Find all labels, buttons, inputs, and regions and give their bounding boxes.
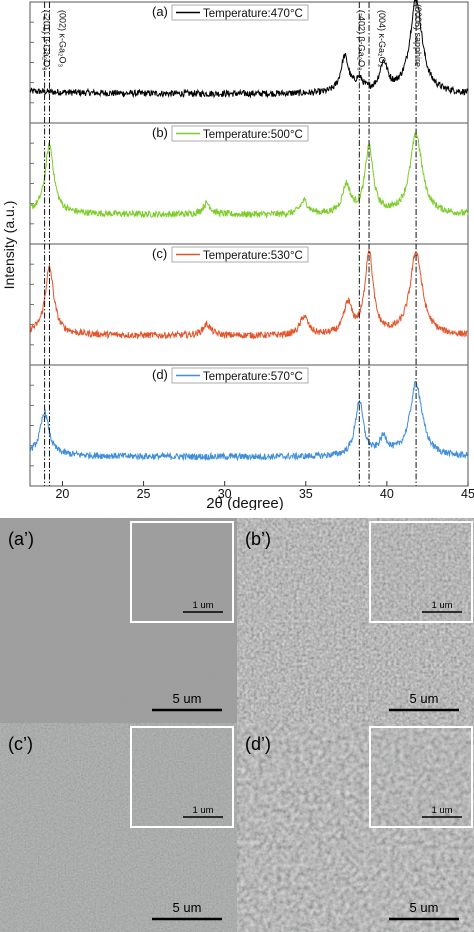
legend-entry: Temperature:500°C bbox=[203, 129, 303, 141]
legend-entry: Temperature:470°C bbox=[203, 8, 303, 20]
sem-inset bbox=[131, 522, 233, 622]
reference-line-label: (0006) sapphire bbox=[413, 4, 423, 67]
panel-tag: (a) bbox=[152, 4, 168, 19]
xrd-chart: (a) Temperature:470°C (b) Temperature:500°C… bbox=[1, 0, 474, 510]
sem-inset-texture bbox=[370, 727, 472, 827]
sem-texture bbox=[0, 518, 237, 723]
sem-panel-tag: (d’) bbox=[245, 734, 271, 754]
sem-texture bbox=[237, 723, 474, 932]
sem-panel: 1 um (c’) 5 um bbox=[0, 723, 237, 932]
xrd-panel: (d) Temperature:570°C bbox=[29, 364, 469, 487]
main-scale-label: 5 um bbox=[410, 900, 439, 915]
series-line bbox=[29, 250, 469, 340]
sem-panel-tag: (a’) bbox=[8, 529, 34, 549]
xrd-panels: (a) Temperature:470°C (b) Temperature:500°C… bbox=[29, 0, 469, 487]
sem-inset-texture bbox=[131, 522, 233, 622]
main-scale-label: 5 um bbox=[173, 691, 202, 706]
legend-box bbox=[171, 367, 309, 384]
sem-inset-border bbox=[130, 521, 234, 623]
x-axis-label: 2θ (degree) bbox=[206, 495, 284, 510]
sem-image bbox=[0, 518, 237, 723]
sem-inset bbox=[370, 522, 472, 622]
x-tick-label: 35 bbox=[299, 487, 313, 501]
main-scale-label: 5 um bbox=[410, 691, 439, 706]
sem-inset bbox=[370, 727, 472, 827]
y-axis-label: Intensity (a.u.) bbox=[1, 201, 17, 290]
x-tick-label: 20 bbox=[55, 487, 69, 501]
panel-tag: (c) bbox=[152, 246, 167, 261]
reference-line-label: (002) κ-Ga₂O₃ bbox=[57, 10, 67, 68]
sem-texture bbox=[0, 723, 237, 932]
series-line bbox=[29, 0, 469, 99]
sem-inset-border bbox=[130, 726, 234, 828]
inset-scale-label: 1 um bbox=[192, 600, 213, 611]
series-line bbox=[29, 132, 469, 219]
main-scale-label: 5 um bbox=[173, 900, 202, 915]
legend-entry: Temperature:530°C bbox=[203, 250, 303, 262]
reference-lines bbox=[44, 2, 417, 486]
panel-tag: (b) bbox=[152, 125, 168, 140]
sem-image bbox=[0, 723, 237, 932]
x-tick-label: 25 bbox=[137, 487, 151, 501]
sem-panel-tag: (c’) bbox=[8, 734, 33, 754]
x-tick-label: 30 bbox=[218, 487, 232, 501]
legend-entry: Temperature:570°C bbox=[203, 371, 303, 383]
reference-line-label: (004) κ-Ga₂O₃ bbox=[377, 10, 387, 68]
sem-image bbox=[237, 723, 474, 932]
sem-panel: 1 um (a’) 5 um bbox=[0, 518, 237, 723]
inset-scale-label: 1 um bbox=[431, 805, 452, 816]
xrd-panel: (b) Temperature:500°C bbox=[29, 122, 469, 245]
sem-inset-texture bbox=[131, 727, 233, 827]
sem-inset-border bbox=[369, 521, 473, 623]
sem-texture bbox=[237, 518, 474, 723]
sem-inset-border bbox=[369, 726, 473, 828]
x-axis-ticks: 20 25 30 35 40 45 bbox=[55, 481, 474, 501]
sem-image bbox=[237, 518, 474, 723]
sem-panel: 1 um (b’) 5 um bbox=[237, 518, 474, 723]
legend-box bbox=[171, 246, 309, 263]
legend-box bbox=[171, 125, 309, 142]
series-line bbox=[29, 380, 469, 462]
x-tick-label: 45 bbox=[461, 487, 474, 501]
panel-tag: (d) bbox=[152, 367, 168, 382]
reference-line-label: (-402) β-Ga₂O₃ bbox=[356, 10, 366, 71]
x-tick-label: 40 bbox=[380, 487, 394, 501]
sem-panel: 1 um (d’) 5 um bbox=[237, 723, 474, 932]
inset-scale-label: 1 um bbox=[192, 805, 213, 816]
sem-inset-texture bbox=[370, 522, 472, 622]
reference-line-labels: (-201) β-Ga₂O₃ (002) κ-Ga₂O₃ (-402) β-Ga₂O… bbox=[42, 4, 423, 71]
xrd-panel: (c) Temperature:530°C bbox=[29, 243, 469, 366]
sem-panel-tag: (b’) bbox=[245, 529, 271, 549]
xrd-panel: (a) Temperature:470°C bbox=[29, 0, 469, 124]
sem-inset bbox=[131, 727, 233, 827]
reference-line-label: (-201) β-Ga₂O₃ bbox=[42, 10, 52, 71]
legend-box bbox=[171, 4, 309, 21]
inset-scale-label: 1 um bbox=[431, 600, 452, 611]
